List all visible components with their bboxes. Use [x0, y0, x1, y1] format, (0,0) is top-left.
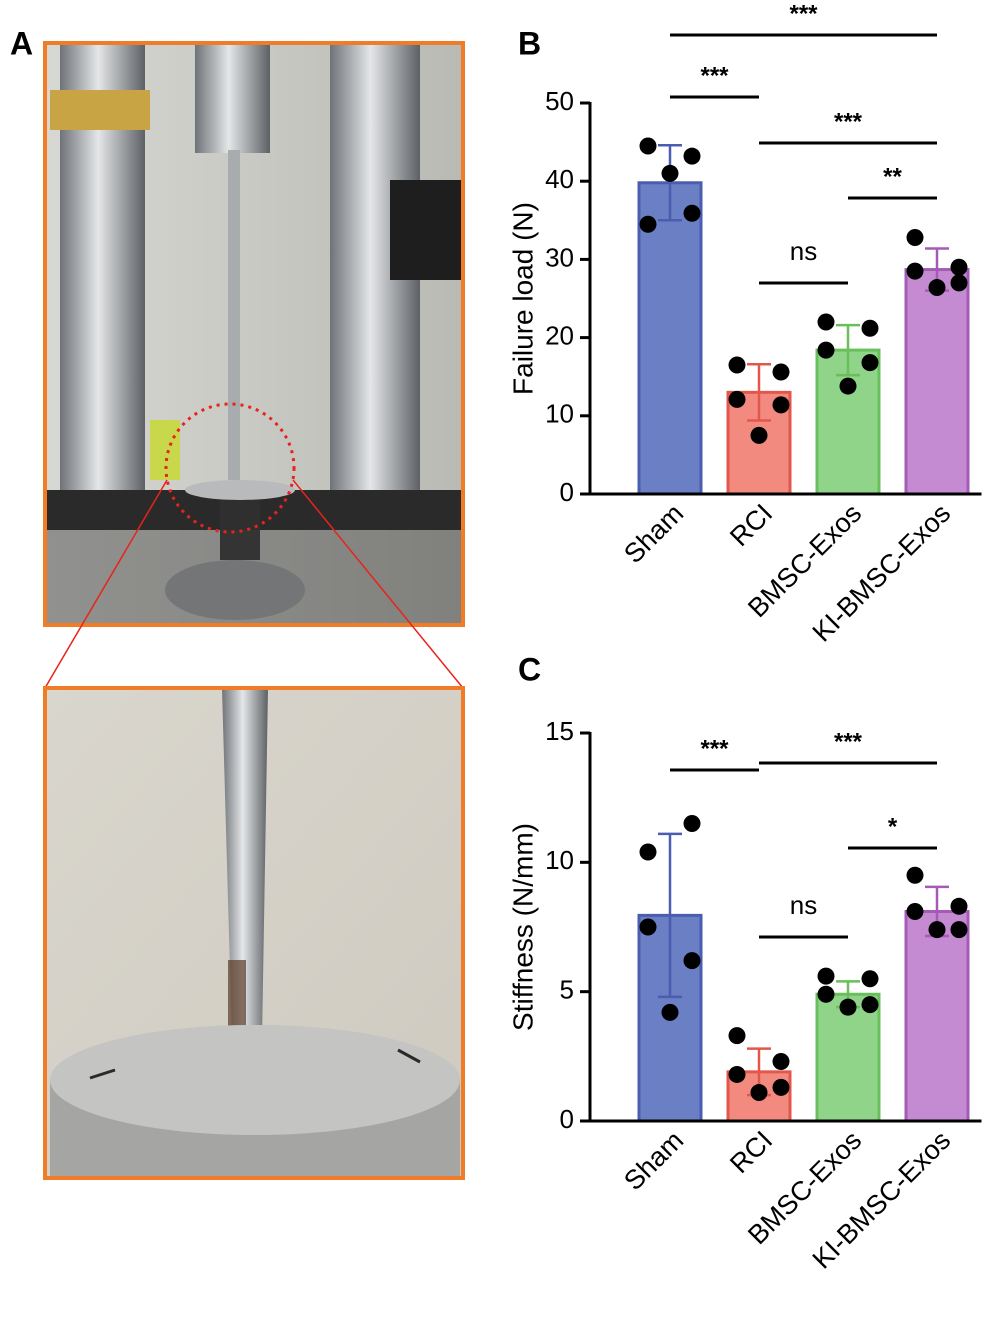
y-tick-label: 10	[545, 845, 574, 875]
y-tick-label: 15	[545, 716, 574, 746]
data-point	[772, 1078, 790, 1096]
data-point	[728, 390, 746, 408]
panel-label: B	[518, 25, 541, 61]
data-point	[928, 921, 946, 939]
significance-label: ***	[834, 728, 863, 755]
y-axis-title: Stiffness (N/mm)	[507, 823, 538, 1031]
data-point	[906, 866, 924, 884]
data-point	[950, 274, 968, 292]
significance-label: ***	[700, 62, 729, 89]
data-point	[906, 262, 924, 280]
data-point	[906, 229, 924, 247]
data-point	[639, 918, 657, 936]
x-tick-label: RCI	[724, 1125, 778, 1179]
significance-label: ns	[790, 236, 817, 266]
data-point	[817, 967, 835, 985]
data-point	[839, 998, 857, 1016]
data-point	[950, 258, 968, 276]
x-tick-label: Sham	[618, 1125, 689, 1196]
data-point	[861, 970, 879, 988]
data-point	[861, 319, 879, 337]
data-point	[950, 897, 968, 915]
y-tick-label: 5	[560, 975, 574, 1005]
bar	[904, 268, 970, 496]
data-point	[772, 363, 790, 381]
significance-label: ns	[790, 890, 817, 920]
significance-label: ***	[834, 108, 863, 135]
data-point	[728, 356, 746, 374]
data-point	[861, 996, 879, 1014]
data-point	[906, 902, 924, 920]
error-bar	[836, 323, 860, 377]
data-point	[639, 137, 657, 155]
data-point	[750, 426, 768, 444]
y-tick-label: 0	[560, 1104, 574, 1134]
data-point	[817, 341, 835, 359]
data-point	[861, 354, 879, 372]
data-point	[928, 279, 946, 297]
significance-label: ***	[700, 735, 729, 762]
x-tick-label: RCI	[724, 498, 778, 552]
data-point	[950, 921, 968, 939]
data-point	[683, 147, 701, 165]
y-tick-label: 40	[545, 164, 574, 194]
error-bar	[747, 362, 771, 422]
data-point	[772, 1053, 790, 1071]
y-tick-label: 50	[545, 86, 574, 116]
significance-label: *	[888, 813, 898, 840]
x-tick-label: Sham	[618, 498, 689, 569]
photo-test-machine	[43, 41, 465, 689]
data-point	[683, 204, 701, 222]
data-point	[750, 1084, 768, 1102]
data-point	[639, 843, 657, 861]
significance-label: ***	[789, 0, 818, 27]
data-point	[817, 313, 835, 331]
data-point	[661, 164, 679, 182]
significance-label: **	[883, 163, 902, 190]
bar	[904, 909, 970, 1123]
panel-label: A	[10, 25, 33, 61]
photo-zoom	[43, 686, 465, 1180]
data-point	[639, 215, 657, 233]
data-point	[817, 985, 835, 1003]
error-bar	[658, 143, 682, 222]
error-bar	[658, 832, 682, 999]
y-tick-label: 20	[545, 320, 574, 350]
data-point	[683, 815, 701, 833]
data-point	[661, 1003, 679, 1021]
data-point	[683, 952, 701, 970]
data-point	[839, 377, 857, 395]
y-tick-label: 0	[560, 477, 574, 507]
data-point	[728, 1027, 746, 1045]
y-tick-label: 30	[545, 242, 574, 272]
panel-label: C	[518, 651, 541, 687]
data-point	[772, 396, 790, 414]
y-axis-title: Failure load (N)	[507, 202, 538, 395]
y-tick-label: 10	[545, 399, 574, 429]
data-point	[728, 1065, 746, 1083]
